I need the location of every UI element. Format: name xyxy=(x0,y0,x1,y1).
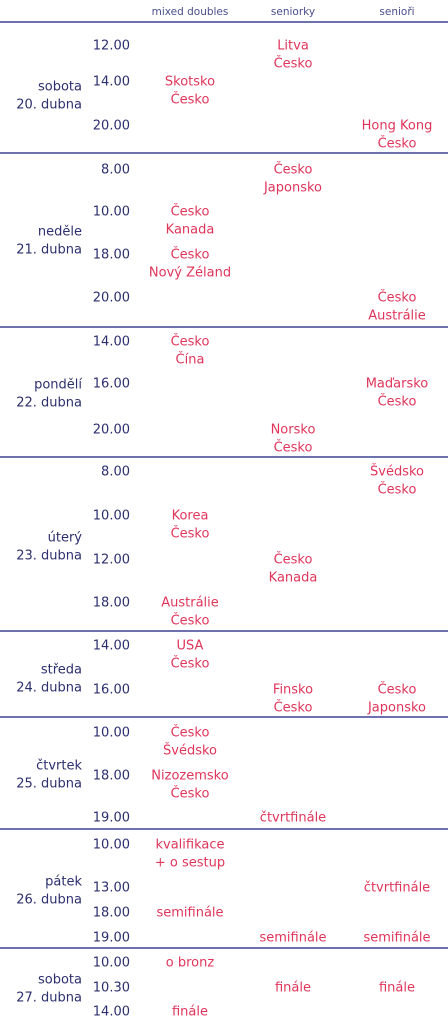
match: Austrálie xyxy=(368,309,426,324)
match: Česko xyxy=(171,786,210,802)
match: Korea xyxy=(172,509,209,524)
match: Česko xyxy=(274,700,313,716)
time: 14.00 xyxy=(93,75,130,90)
match: finále xyxy=(379,981,415,996)
match: Česko xyxy=(274,552,313,568)
time: 8.00 xyxy=(101,163,130,178)
match: Česko xyxy=(171,247,210,263)
match: čtvrtfinále xyxy=(364,881,430,896)
match: kvalifikace xyxy=(155,838,224,853)
match: Čína xyxy=(176,352,205,368)
match: Česko xyxy=(171,656,210,672)
time: 12.00 xyxy=(93,39,130,54)
time: 14.00 xyxy=(93,1005,130,1020)
time: 16.00 xyxy=(93,683,130,698)
time: 19.00 xyxy=(93,811,130,826)
match: Kanada xyxy=(166,223,215,238)
match: Česko xyxy=(274,56,313,72)
time: 10.00 xyxy=(93,956,130,971)
column-header: seniorky xyxy=(271,6,315,18)
time: 18.00 xyxy=(93,906,130,921)
time: 13.00 xyxy=(93,881,130,896)
time: 18.00 xyxy=(93,248,130,263)
match: Litva xyxy=(277,39,309,54)
match: Hong Kong xyxy=(362,119,433,134)
day-label: pátek xyxy=(45,875,82,890)
match: Švédsko xyxy=(163,743,217,759)
match: Kanada xyxy=(269,571,318,586)
day-label: 23. dubna xyxy=(16,549,82,564)
match: Česko xyxy=(274,440,313,456)
time: 20.00 xyxy=(93,291,130,306)
match: Česko xyxy=(171,204,210,220)
match: semifinále xyxy=(363,931,430,946)
match: USA xyxy=(177,639,204,654)
time: 10.00 xyxy=(93,509,130,524)
day-label: čtvrtek xyxy=(36,759,82,774)
time: 20.00 xyxy=(93,119,130,134)
match: Švédsko xyxy=(370,464,424,480)
time: 10.30 xyxy=(93,981,130,996)
time: 20.00 xyxy=(93,423,130,438)
day-label: sobota xyxy=(38,80,82,95)
column-header: senioři xyxy=(379,6,414,18)
match: Japonsko xyxy=(367,701,426,716)
match: Nizozemsko xyxy=(151,769,228,784)
match: + o sestup xyxy=(155,856,225,871)
match: Česko xyxy=(378,394,417,410)
day-label: 21. dubna xyxy=(16,243,82,258)
match: Česko xyxy=(378,290,417,306)
time: 10.00 xyxy=(93,205,130,220)
match: finále xyxy=(172,1005,208,1020)
time: 10.00 xyxy=(93,726,130,741)
day-label: 26. dubna xyxy=(16,893,82,908)
day-label: úterý xyxy=(48,531,83,546)
match: Finsko xyxy=(273,683,313,698)
day-label: 22. dubna xyxy=(16,396,82,411)
day-label: neděle xyxy=(38,225,82,240)
match: Česko xyxy=(171,613,210,629)
match: Česko xyxy=(171,334,210,350)
match: Nový Zéland xyxy=(149,266,231,281)
match: Japonsko xyxy=(263,181,322,196)
day-label: 25. dubna xyxy=(16,777,82,792)
time: 14.00 xyxy=(93,639,130,654)
day-label: sobota xyxy=(38,973,82,988)
day-label: 20. dubna xyxy=(16,98,82,113)
match: o bronz xyxy=(166,956,215,971)
time: 8.00 xyxy=(101,465,130,480)
match: Maďarsko xyxy=(366,377,429,392)
day-label: pondělí xyxy=(34,378,82,393)
match: Česko xyxy=(274,162,313,178)
day-label: 27. dubna xyxy=(16,991,82,1006)
match: semifinále xyxy=(259,931,326,946)
match: Česko xyxy=(378,482,417,498)
match: Austrálie xyxy=(161,596,219,611)
match: Česko xyxy=(378,136,417,152)
time: 14.00 xyxy=(93,335,130,350)
match: Česko xyxy=(171,725,210,741)
match: Skotsko xyxy=(165,75,215,90)
match: Česko xyxy=(378,682,417,698)
match: Česko xyxy=(171,92,210,108)
time: 19.00 xyxy=(93,931,130,946)
time: 18.00 xyxy=(93,769,130,784)
match: Norsko xyxy=(271,423,316,438)
column-header: mixed doubles xyxy=(152,6,229,18)
time: 18.00 xyxy=(93,596,130,611)
time: 12.00 xyxy=(93,553,130,568)
day-label: 24. dubna xyxy=(16,681,82,696)
day-label: středa xyxy=(41,663,82,678)
time: 10.00 xyxy=(93,838,130,853)
match: Česko xyxy=(171,526,210,542)
match: finále xyxy=(275,981,311,996)
time: 16.00 xyxy=(93,377,130,392)
match: semifinále xyxy=(156,906,223,921)
match: čtvrtfinále xyxy=(260,811,326,826)
